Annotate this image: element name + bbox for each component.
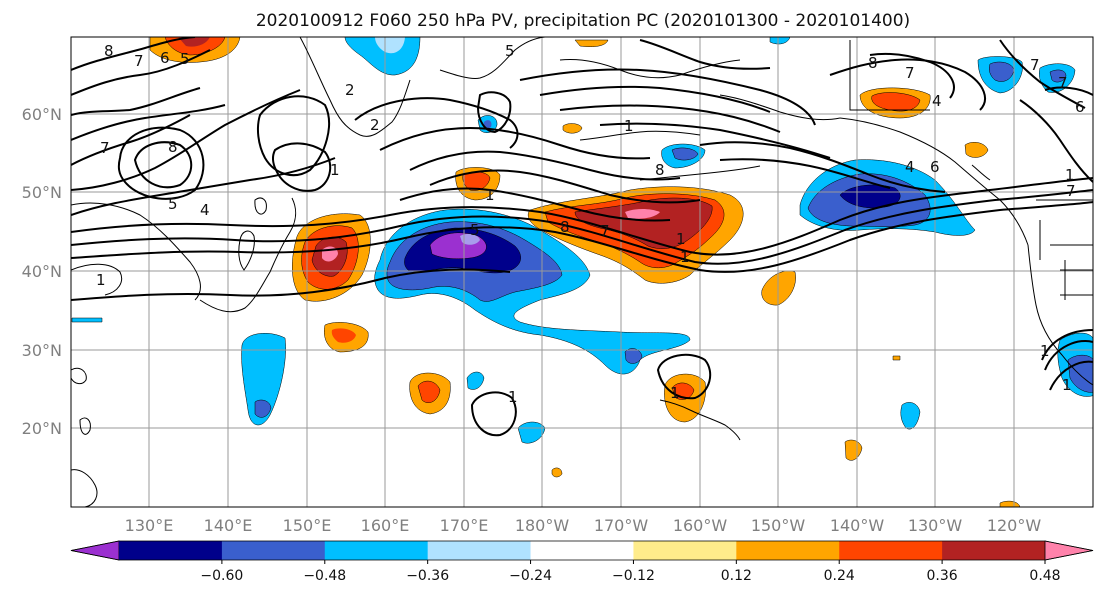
- colorbar: −0.60 −0.48 −0.36 −0.24 −0.12 0.12 0.24 0.36 0.4…: [70, 540, 1094, 584]
- contour-label: 2: [345, 81, 355, 99]
- latitude-labels: 60°N 50°N 40°N 30°N 20°N: [22, 105, 62, 438]
- contour-label: 5: [470, 221, 480, 239]
- contour-label: 6: [160, 49, 170, 67]
- contour-label: 1: [96, 271, 106, 289]
- lat-label: 60°N: [22, 105, 62, 124]
- contour-label: 8: [104, 42, 114, 60]
- contour-label: 7: [100, 139, 110, 157]
- colorbar-swatch: [839, 541, 943, 560]
- colorbar-tick-label: −0.48: [303, 568, 346, 584]
- colorbar-tick-label: −0.36: [406, 568, 449, 584]
- colorbar-tick-label: 0.12: [721, 568, 752, 584]
- contour-label: 1: [485, 186, 495, 204]
- contour-label: 7: [134, 52, 144, 70]
- colorbar-swatch: [633, 541, 737, 560]
- map-panel: 8 7 6 5 4 2 1 8 5 2 1 8 7 4 1 7 1 8 5 7 …: [71, 37, 1093, 507]
- contour-label: 6: [930, 158, 940, 176]
- contour-label: 2: [370, 116, 380, 134]
- contour-label: 4: [905, 158, 915, 176]
- contour-label: 4: [932, 92, 942, 110]
- colorbar-tick-label: 0.48: [1029, 568, 1060, 584]
- contour-label: 7: [600, 222, 610, 240]
- lon-label: 130°E: [125, 516, 174, 535]
- colorbar-swatches: [70, 540, 1094, 561]
- lat-label: 40°N: [22, 262, 62, 281]
- pv-contours: [71, 37, 1093, 437]
- contour-label: 6: [1075, 98, 1085, 116]
- contour-label: 1: [676, 230, 686, 248]
- contour-label: 8: [655, 161, 665, 179]
- colorbar-tick-label: −0.60: [200, 568, 243, 584]
- contour-label: 5: [505, 42, 515, 60]
- map-frame: [70, 36, 1094, 508]
- lon-label: 160°W: [673, 516, 728, 535]
- lon-label: 130°W: [908, 516, 963, 535]
- graticule: [71, 37, 1093, 507]
- colorbar-extension-low: [70, 540, 120, 561]
- colorbar-swatch: [221, 541, 326, 560]
- lon-label: 140°E: [204, 516, 253, 535]
- lon-label: 180°W: [515, 516, 570, 535]
- colorbar-swatch: [427, 541, 532, 560]
- colorbar-swatch: [942, 541, 1046, 560]
- contour-label: 5: [180, 50, 190, 68]
- colorbar-extension-high: [1044, 540, 1094, 561]
- colorbar-swatch: [119, 541, 223, 560]
- contour-label: 7: [1030, 56, 1040, 74]
- contour-label: 7: [1058, 74, 1068, 92]
- contour-label: 8: [168, 138, 178, 156]
- contour-label: 1: [508, 388, 518, 406]
- contour-label: 5: [168, 195, 178, 213]
- colorbar-tick-label: −0.12: [612, 568, 655, 584]
- lon-label: 150°E: [283, 516, 332, 535]
- contour-label: 7: [905, 64, 915, 82]
- contour-label: 1: [624, 117, 634, 135]
- longitude-labels: 130°E 140°E 150°E 160°E 170°E 180°W 170°…: [125, 516, 1042, 535]
- contour-label: 1: [1062, 376, 1072, 394]
- colorbar-tick-label: 0.24: [824, 568, 855, 584]
- contour-label: 1: [680, 248, 690, 266]
- colorbar-swatch: [324, 541, 429, 560]
- colorbar-outline: [70, 540, 1094, 561]
- contour-label: 4: [200, 201, 210, 219]
- lon-label: 170°W: [594, 516, 649, 535]
- colorbar-swatch: [530, 541, 634, 560]
- colorbar-tick-label: 0.36: [927, 568, 958, 584]
- contour-label: 1: [1065, 166, 1075, 184]
- lon-label: 160°E: [361, 516, 410, 535]
- lon-label: 150°W: [751, 516, 806, 535]
- contour-label: 1: [330, 161, 340, 179]
- contour-label: 1: [1040, 342, 1050, 360]
- contour-label: 1: [670, 384, 680, 402]
- lon-label: 170°E: [440, 516, 489, 535]
- lat-label: 30°N: [22, 341, 62, 360]
- figure-title: 2020100912 F060 250 hPa PV, precipitatio…: [256, 11, 910, 31]
- contour-label: 8: [868, 54, 878, 72]
- contour-labels: 8 7 6 5 4 2 1 8 5 2 1 8 7 4 1 7 1 8 5 7 …: [96, 42, 1085, 406]
- lat-label: 20°N: [22, 419, 62, 438]
- contour-label: 8: [560, 218, 570, 236]
- colorbar-ticks: −0.60 −0.48 −0.36 −0.24 −0.12 0.12 0.24 0.36 0.4…: [200, 560, 1061, 584]
- lat-label: 50°N: [22, 183, 62, 202]
- lon-label: 140°W: [830, 516, 885, 535]
- contour-label: 7: [1066, 182, 1076, 200]
- lon-label: 120°W: [987, 516, 1042, 535]
- colorbar-tick-label: −0.24: [509, 568, 552, 584]
- colorbar-swatch: [736, 541, 840, 560]
